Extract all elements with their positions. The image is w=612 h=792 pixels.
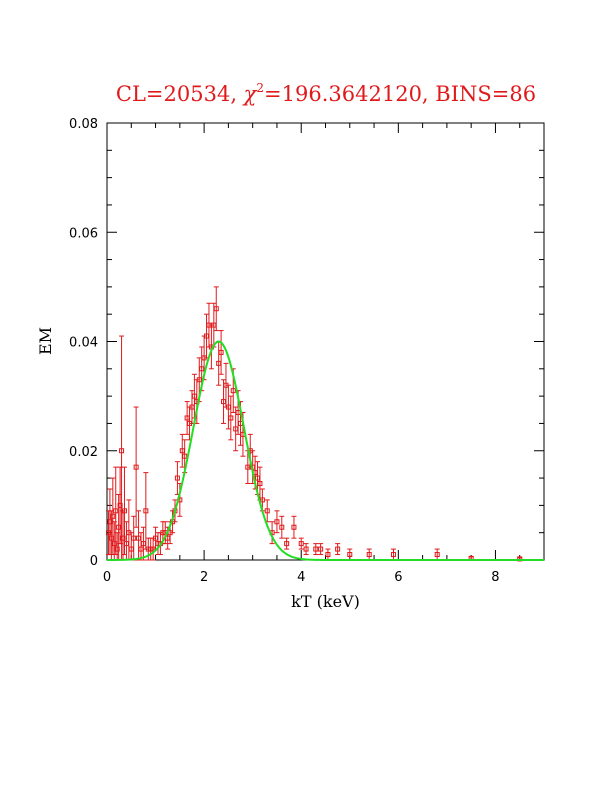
y-tick-label: 0.08 (69, 117, 98, 132)
data-point (318, 543, 324, 556)
chart-title-suffix: =196.3642120, BINS=86 (264, 82, 536, 106)
data-point (174, 461, 180, 495)
data-point (213, 286, 219, 332)
data-point (216, 341, 222, 386)
data-point (390, 548, 396, 561)
data-point (335, 543, 341, 556)
chart-title: CL=20534, χ2=196.3642120, BINS=86 (116, 81, 536, 106)
data-marker (259, 497, 265, 503)
data-marker (298, 541, 304, 547)
data-point (138, 532, 144, 561)
y-tick-label: 0.04 (69, 336, 98, 351)
data-marker (111, 541, 117, 547)
data-point (131, 515, 137, 561)
data-point (347, 548, 353, 561)
data-marker (303, 546, 309, 552)
y-tick-label: 0 (90, 554, 98, 569)
x-axis-label: kT (keV) (291, 592, 360, 611)
chart-title-prefix: CL=20534, (116, 82, 244, 106)
data-marker (174, 475, 180, 481)
data-marker (313, 546, 319, 552)
data-point (225, 384, 231, 430)
data-point (291, 515, 297, 539)
x-tick-label: 2 (200, 570, 208, 585)
data-marker (143, 508, 149, 514)
data-point (259, 488, 265, 512)
data-marker (228, 415, 234, 421)
data-marker (318, 546, 324, 552)
data-marker (274, 519, 280, 525)
y-axis-label: EM (36, 327, 55, 355)
plot-frame (106, 122, 545, 561)
data-marker (105, 530, 111, 536)
data-marker (117, 502, 123, 508)
data-marker (131, 535, 137, 541)
data-marker (182, 453, 188, 459)
data-marker (366, 552, 372, 558)
data-point (228, 395, 234, 441)
data-marker (284, 541, 290, 547)
data-points (105, 286, 523, 562)
y-tick-labels: 0 0.02 0.04 0.06 0.08 (69, 117, 98, 569)
data-marker (335, 546, 341, 552)
x-tick-label: 6 (394, 570, 402, 585)
data-marker (121, 508, 127, 514)
y-tick-label: 0.02 (69, 445, 98, 460)
data-point (284, 537, 290, 550)
data-marker (390, 552, 396, 558)
chart-title-sup: 2 (256, 81, 264, 95)
data-marker (110, 513, 116, 519)
data-marker (113, 508, 119, 514)
data-point (133, 406, 139, 528)
data-point (274, 510, 280, 534)
x-tick-label: 0 (103, 570, 111, 585)
chart-title-chi: χ (242, 82, 258, 106)
x-tick-labels: 0 2 4 6 8 (103, 570, 500, 585)
data-marker (213, 306, 219, 312)
data-point (325, 548, 331, 561)
data-marker (120, 535, 126, 541)
axis-ticks (106, 122, 545, 561)
data-marker (108, 535, 114, 541)
data-marker (257, 481, 263, 487)
data-point (184, 401, 190, 435)
data-point (218, 330, 224, 375)
data-point (303, 543, 309, 556)
model-curve (106, 340, 544, 561)
data-marker (325, 552, 331, 558)
data-point (136, 510, 142, 561)
data-marker (119, 448, 125, 454)
data-marker (264, 508, 270, 514)
data-marker (291, 524, 297, 530)
data-marker (116, 524, 122, 530)
data-point (313, 543, 319, 556)
data-point (366, 548, 372, 561)
data-marker (133, 464, 139, 470)
x-tick-label: 8 (491, 570, 499, 585)
data-point (204, 313, 210, 359)
data-marker (230, 388, 236, 394)
data-marker (434, 552, 440, 558)
data-point (143, 472, 149, 550)
data-point (179, 433, 185, 468)
data-marker (347, 552, 353, 558)
y-tick-label: 0.06 (69, 226, 98, 241)
data-point (434, 548, 440, 561)
data-marker (114, 546, 120, 552)
x-tick-label: 4 (297, 570, 305, 585)
data-point (140, 526, 146, 561)
data-marker (218, 349, 224, 355)
data-point (298, 537, 304, 550)
data-point (279, 515, 285, 539)
data-marker (279, 524, 285, 530)
